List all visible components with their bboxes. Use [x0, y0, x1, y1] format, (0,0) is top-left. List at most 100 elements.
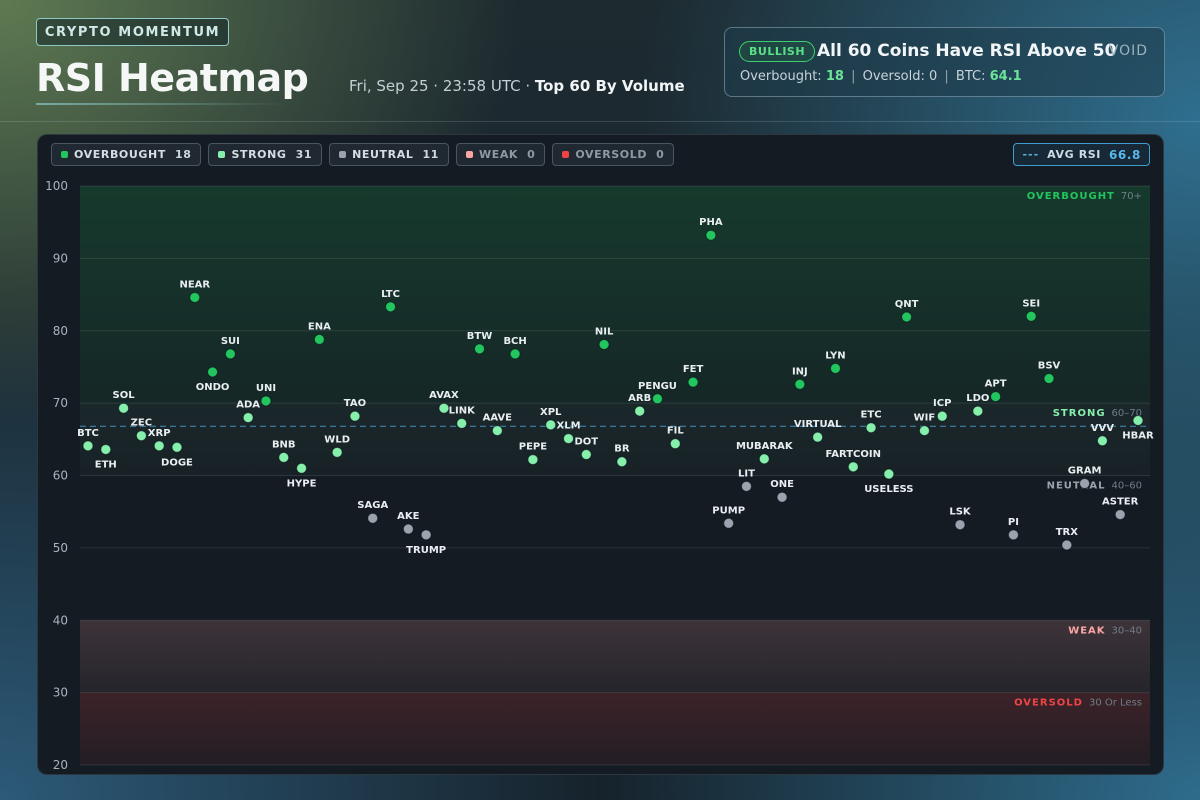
data-point-xlm [563, 433, 575, 445]
data-label-apt: APT [985, 379, 1007, 390]
legend-count: 18 [174, 148, 192, 161]
data-point-inj [794, 378, 806, 390]
bullish-pill: BULLISH [739, 41, 816, 62]
legend: OVERBOUGHT 18 STRONG 31 NEUTRAL 11 WEAK 0 OV… [51, 143, 675, 166]
data-label-fet: FET [683, 364, 704, 375]
data-label-icp: ICP [933, 398, 951, 409]
rsi-scatter-chart: 20 30 40 50 60 70 80 90 100 OVERBOUGHT 70+ STRONG 60… [45, 179, 1154, 772]
overbought-swatch [61, 151, 68, 158]
data-label-dot: DOT [574, 437, 598, 448]
legend-oversold[interactable]: OVERSOLD 0 [552, 143, 675, 166]
data-label-pi: PI [1008, 517, 1019, 528]
y-tick-label: 60 [53, 469, 68, 483]
legend-strong[interactable]: STRONG 31 [208, 143, 323, 166]
data-point-tao [349, 410, 361, 422]
data-point-avax [438, 402, 450, 414]
data-label-ena: ENA [308, 321, 331, 332]
btc-label: BTC: [955, 69, 990, 84]
data-point-aave [491, 425, 503, 437]
zone-name: NEUTRAL [1047, 481, 1106, 492]
avg-dash-icon: --- [1022, 148, 1040, 161]
data-point-nil [598, 339, 610, 351]
data-point-sei [1025, 310, 1037, 322]
zone-band-oversold [80, 692, 1150, 765]
btc-value: 64.1 [989, 69, 1022, 84]
data-point-dot [580, 449, 592, 461]
zone-range: 70+ [1121, 191, 1142, 202]
strong-swatch [218, 151, 226, 158]
data-label-bnb: BNB [272, 439, 296, 450]
data-label-bsv: BSV [1038, 361, 1061, 372]
data-point-useless [883, 468, 895, 480]
data-point-fil [669, 438, 681, 450]
data-point-xpl [545, 419, 557, 431]
data-point-fet [687, 376, 699, 388]
data-point-ltc [385, 301, 397, 313]
data-label-wif: WIF [914, 413, 936, 424]
data-label-fil: FIL [667, 426, 685, 437]
data-point-lit [740, 480, 752, 492]
data-point-near [189, 291, 201, 303]
data-point-pi [1007, 529, 1019, 541]
y-tick-label: 20 [53, 758, 68, 772]
data-label-tao: TAO [344, 398, 366, 409]
category-badge: CRYPTO MOMENTUM [36, 18, 229, 46]
data-point-trx [1061, 539, 1073, 551]
data-point-br [616, 456, 628, 468]
data-label-sei: SEI [1022, 298, 1040, 309]
zone-range: 30–40 [1112, 625, 1142, 636]
zone-label-overbought: OVERBOUGHT 70+ [1027, 191, 1142, 202]
chart-panel: OVERBOUGHT 18 STRONG 31 NEUTRAL 11 WEAK 0 OV… [37, 134, 1164, 775]
data-label-btc: BTC [77, 428, 99, 439]
data-point-etc [865, 422, 877, 434]
data-point-gram [1079, 477, 1091, 489]
data-point-doge [171, 441, 183, 453]
zone-name: OVERSOLD [1014, 698, 1083, 709]
legend-label: OVERSOLD [575, 148, 648, 161]
data-point-hype [296, 462, 308, 474]
data-label-pepe: PEPE [519, 442, 547, 453]
data-point-lsk [954, 519, 966, 531]
data-label-one: ONE [770, 479, 794, 490]
data-point-pengu [651, 393, 663, 405]
data-point-sui [224, 348, 236, 360]
zone-range: 60–70 [1112, 408, 1142, 419]
data-label-near: NEAR [179, 279, 210, 290]
data-label-btw: BTW [467, 331, 492, 342]
zone-name: WEAK [1068, 625, 1106, 636]
legend-label: OVERBOUGHT [74, 148, 166, 161]
zone-label-weak: WEAK 30–40 [1068, 625, 1142, 636]
data-label-wld: WLD [324, 434, 350, 445]
zone-band-weak [80, 620, 1150, 693]
data-point-icp [936, 410, 948, 422]
data-label-zec: ZEC [131, 418, 152, 429]
data-point-link [456, 417, 468, 429]
y-tick-label: 50 [53, 541, 68, 555]
y-tick-label: 30 [53, 686, 68, 700]
data-point-mubarak [758, 453, 770, 465]
data-label-aster: ASTER [1102, 497, 1139, 508]
subtitle-date: Fri, Sep 25 · 23:58 UTC · [349, 77, 535, 95]
weak-swatch [465, 151, 473, 158]
legend-weak[interactable]: WEAK 0 [455, 143, 546, 166]
y-tick-label: 90 [53, 251, 68, 265]
zone-label-neutral: NEUTRAL 40–60 [1047, 481, 1142, 492]
data-point-vvv [1096, 435, 1108, 447]
data-label-ake: AKE [397, 511, 419, 522]
data-label-qnt: QNT [895, 299, 919, 310]
page-title: RSI Heatmap [36, 56, 309, 100]
data-label-etc: ETC [861, 410, 882, 421]
legend-overbought[interactable]: OVERBOUGHT 18 [51, 143, 202, 166]
data-label-avax: AVAX [429, 390, 459, 401]
data-point-ldo [972, 405, 984, 417]
data-point-zec [135, 430, 147, 442]
legend-count: 0 [656, 148, 665, 161]
data-point-sol [118, 402, 130, 414]
summary-card: BULLISH All 60 Coins Have RSI Above 50 O… [724, 27, 1165, 97]
data-point-uni [260, 395, 272, 407]
oversold-label: Oversold: [862, 69, 929, 84]
legend-neutral[interactable]: NEUTRAL 11 [329, 143, 449, 166]
data-point-qnt [901, 311, 913, 323]
legend-count: 11 [422, 148, 439, 161]
data-point-fartcoin [847, 461, 859, 473]
